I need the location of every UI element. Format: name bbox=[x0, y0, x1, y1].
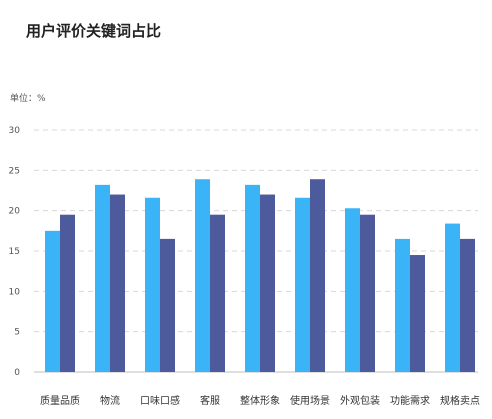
y-tick-label: 5 bbox=[14, 328, 20, 338]
bar-series2 bbox=[160, 238, 175, 372]
bar-series2 bbox=[110, 194, 125, 372]
bar-series2 bbox=[360, 214, 375, 372]
x-tick-label: 功能需求 bbox=[390, 394, 430, 407]
x-tick-label: 物流 bbox=[100, 394, 120, 407]
bars bbox=[45, 179, 475, 372]
y-axis-ticks: 0 5 10 15 20 25 30 bbox=[9, 126, 21, 378]
chart-title: 用户评价关键词占比 bbox=[26, 22, 162, 40]
y-tick-label: 10 bbox=[9, 287, 21, 297]
y-tick-label: 25 bbox=[9, 166, 20, 176]
bar-series1 bbox=[45, 230, 60, 372]
bar-series2 bbox=[310, 179, 325, 372]
x-tick-label: 使用场景 bbox=[290, 394, 330, 407]
x-tick-label: 口味口感 bbox=[140, 394, 180, 407]
bar-series1 bbox=[345, 208, 360, 372]
y-tick-label: 15 bbox=[9, 247, 20, 257]
x-tick-label: 整体形象 bbox=[240, 394, 280, 407]
x-tick-label: 规格卖点 bbox=[440, 394, 480, 407]
bar-series1 bbox=[445, 223, 460, 372]
bar-series1 bbox=[395, 238, 410, 372]
y-tick-label: 0 bbox=[14, 368, 20, 378]
x-tick-label: 客服 bbox=[200, 394, 220, 407]
bar-series2 bbox=[410, 255, 425, 372]
x-tick-label: 外观包装 bbox=[340, 394, 380, 407]
bar-series2 bbox=[260, 194, 275, 372]
bar-series1 bbox=[95, 184, 110, 372]
bar-series2 bbox=[60, 214, 75, 372]
bar-series1 bbox=[245, 184, 260, 372]
unit-label: 单位：% bbox=[10, 94, 46, 104]
y-tick-label: 30 bbox=[9, 126, 21, 136]
bar-series1 bbox=[195, 179, 210, 372]
y-tick-label: 20 bbox=[9, 207, 21, 217]
bar-series1 bbox=[295, 197, 310, 372]
bar-series2 bbox=[210, 214, 225, 372]
bar-series1 bbox=[145, 197, 160, 372]
bar-series2 bbox=[460, 238, 475, 372]
x-axis-labels: 质量品质 物流 口味口感 客服 整体形象 使用场景 外观包装 功能需求 规格卖点 bbox=[40, 394, 480, 407]
x-tick-label: 质量品质 bbox=[40, 395, 80, 407]
